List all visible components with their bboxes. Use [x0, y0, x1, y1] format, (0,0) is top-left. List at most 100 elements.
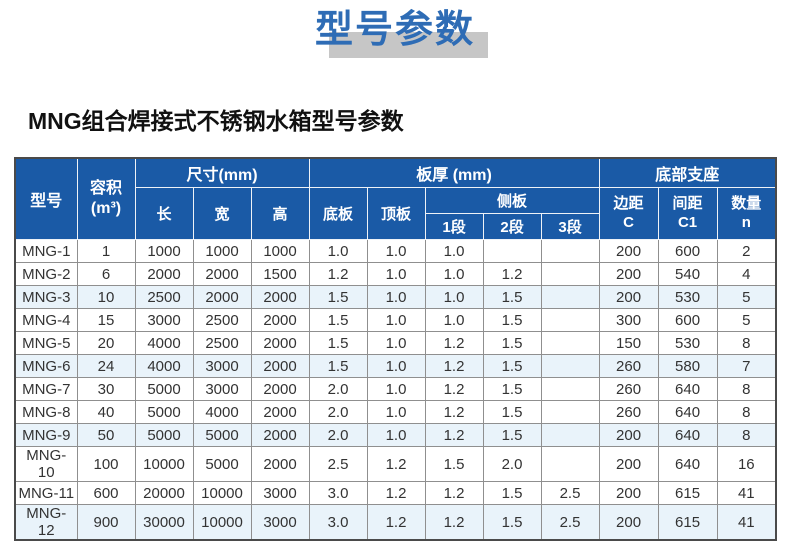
- value-cell: 2.5: [308, 446, 368, 482]
- value-cell: 50: [76, 423, 136, 447]
- value-cell: 2000: [250, 331, 310, 355]
- table-row: MNG-4 15 3000 2500 2000 1.5 1.0 1.0 1.5 300 600 5: [14, 308, 777, 332]
- value-cell: 1.2: [424, 331, 484, 355]
- value-cell: 580: [657, 354, 718, 378]
- col-group-support: 底部支座: [598, 157, 777, 188]
- col-header-seg1: 1段: [424, 213, 484, 240]
- title-banner: 型号参数: [0, 0, 790, 58]
- value-cell: 20000: [134, 481, 194, 505]
- value-cell: 1.0: [366, 239, 426, 263]
- value-cell: 10000: [134, 446, 194, 482]
- value-cell: 5000: [134, 400, 194, 424]
- value-cell: 2000: [250, 308, 310, 332]
- value-cell: 8: [716, 423, 777, 447]
- value-cell: 1.5: [424, 446, 484, 482]
- value-cell: 8: [716, 377, 777, 401]
- value-cell: 1.2: [424, 377, 484, 401]
- value-cell: 3000: [192, 377, 252, 401]
- value-cell: 1.2: [424, 481, 484, 505]
- value-cell: 2.0: [308, 377, 368, 401]
- value-cell: 200: [598, 285, 659, 309]
- value-cell: 2: [716, 239, 777, 263]
- page-title-text: 型号参数: [314, 9, 475, 51]
- value-cell: 5000: [134, 423, 194, 447]
- col-header-spacing-c1: 间距 C1: [657, 187, 718, 240]
- model-cell: MNG-12: [14, 504, 78, 541]
- value-cell: 1.5: [308, 285, 368, 309]
- value-cell: 1.5: [482, 354, 542, 378]
- value-cell: 5000: [192, 446, 252, 482]
- value-cell: 2000: [250, 285, 310, 309]
- value-cell: 1.5: [482, 481, 542, 505]
- table-header: 型号 容积 (m³) 尺寸(mm) 板厚 (mm) 底部支座 长 宽 高 底板 …: [14, 157, 777, 240]
- value-cell: 10000: [192, 504, 252, 541]
- value-cell: [540, 377, 600, 401]
- spec-table: 型号 容积 (m³) 尺寸(mm) 板厚 (mm) 底部支座 长 宽 高 底板 …: [14, 157, 778, 541]
- model-cell: MNG-2: [14, 262, 78, 286]
- value-cell: [540, 262, 600, 286]
- value-cell: 200: [598, 446, 659, 482]
- col-header-seg3: 3段: [540, 213, 600, 240]
- col-header-top-plate: 顶板: [366, 187, 426, 240]
- value-cell: 1.5: [482, 504, 542, 541]
- value-cell: 3000: [250, 504, 310, 541]
- value-cell: 2.5: [540, 504, 600, 541]
- value-cell: 2000: [134, 262, 194, 286]
- model-cell: MNG-8: [14, 400, 78, 424]
- value-cell: 1.5: [482, 400, 542, 424]
- value-cell: 260: [598, 354, 659, 378]
- value-cell: [540, 446, 600, 482]
- model-cell: MNG-1: [14, 239, 78, 263]
- value-cell: [540, 423, 600, 447]
- value-cell: 540: [657, 262, 718, 286]
- value-cell: 200: [598, 423, 659, 447]
- value-cell: [540, 400, 600, 424]
- value-cell: [540, 239, 600, 263]
- value-cell: 8: [716, 400, 777, 424]
- value-cell: 1.5: [308, 331, 368, 355]
- value-cell: 100: [76, 446, 136, 482]
- model-cell: MNG-7: [14, 377, 78, 401]
- table-row: MNG-10 100 10000 5000 2000 2.5 1.2 1.5 2.0 200 640…: [14, 446, 777, 482]
- model-cell: MNG-10: [14, 446, 78, 482]
- value-cell: 1.0: [366, 377, 426, 401]
- value-cell: 1.2: [366, 504, 426, 541]
- value-cell: 1.0: [366, 423, 426, 447]
- value-cell: 1.5: [482, 331, 542, 355]
- value-cell: 640: [657, 377, 718, 401]
- value-cell: 40: [76, 400, 136, 424]
- value-cell: 5: [716, 285, 777, 309]
- model-cell: MNG-3: [14, 285, 78, 309]
- value-cell: 1000: [192, 239, 252, 263]
- value-cell: 2000: [192, 262, 252, 286]
- value-cell: 200: [598, 481, 659, 505]
- value-cell: [482, 239, 542, 263]
- value-cell: 10: [76, 285, 136, 309]
- value-cell: 3000: [192, 354, 252, 378]
- value-cell: 1.5: [482, 308, 542, 332]
- value-cell: 640: [657, 400, 718, 424]
- value-cell: 4000: [134, 354, 194, 378]
- title-shadow-block: [328, 31, 488, 58]
- value-cell: 1.0: [366, 331, 426, 355]
- value-cell: 260: [598, 377, 659, 401]
- model-cell: MNG-11: [14, 481, 78, 505]
- value-cell: 1.5: [482, 285, 542, 309]
- value-cell: 3000: [250, 481, 310, 505]
- value-cell: 1000: [250, 239, 310, 263]
- value-cell: 2.5: [540, 481, 600, 505]
- value-cell: 2000: [250, 423, 310, 447]
- value-cell: 3.0: [308, 481, 368, 505]
- value-cell: 5000: [192, 423, 252, 447]
- value-cell: 16: [716, 446, 777, 482]
- col-header-quantity-n: 数量 n: [716, 187, 777, 240]
- value-cell: 20: [76, 331, 136, 355]
- col-header-width: 宽: [192, 187, 252, 240]
- value-cell: 260: [598, 400, 659, 424]
- model-cell: MNG-9: [14, 423, 78, 447]
- table-row: MNG-3 10 2500 2000 2000 1.5 1.0 1.0 1.5 200 530 5: [14, 285, 777, 309]
- value-cell: 2500: [192, 308, 252, 332]
- value-cell: 30: [76, 377, 136, 401]
- value-cell: 1.2: [424, 400, 484, 424]
